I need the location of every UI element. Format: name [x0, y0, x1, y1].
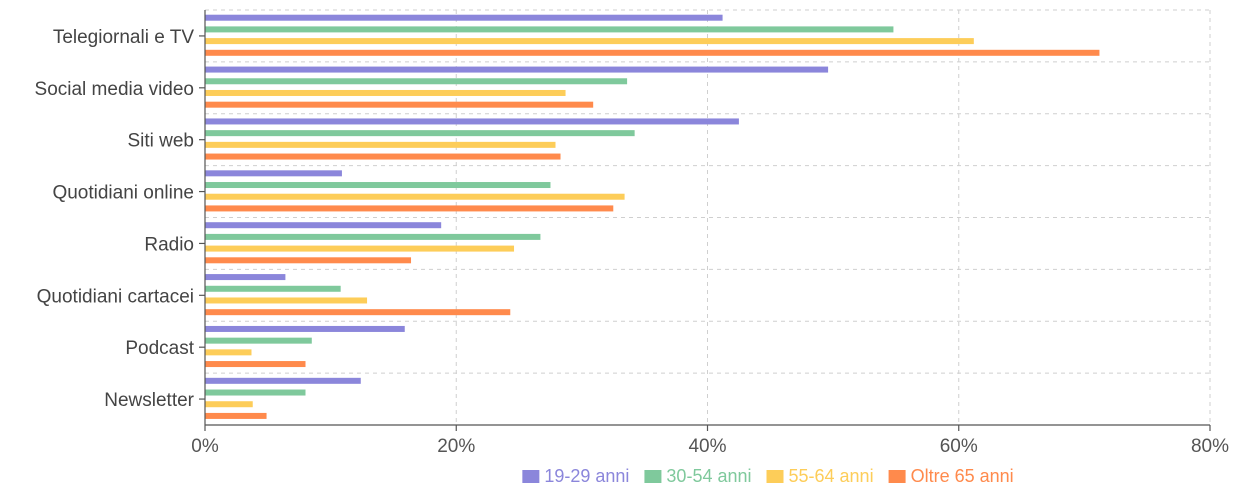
bar — [205, 337, 312, 344]
bar — [205, 141, 556, 148]
bar — [205, 377, 361, 384]
category-label: Quotidiani online — [52, 183, 194, 204]
legend-swatch — [644, 470, 662, 483]
legend-item[interactable]: 30-54 anni — [644, 466, 752, 486]
bar — [205, 349, 252, 356]
bar — [205, 26, 894, 33]
bar — [205, 193, 625, 200]
legend-label: Oltre 65 anni — [911, 466, 1014, 486]
bars — [205, 14, 1100, 419]
x-tick-label: 20% — [437, 436, 475, 457]
bar — [205, 14, 723, 21]
bar — [205, 245, 515, 252]
bar — [205, 49, 1100, 56]
legend-item[interactable]: 55-64 anni — [766, 466, 874, 486]
bar — [205, 257, 412, 264]
bar — [205, 153, 561, 160]
category-label: Quotidiani cartacei — [37, 286, 194, 307]
legend-item[interactable]: 19-29 anni — [522, 466, 629, 486]
category-label: Telegiornali e TV — [53, 27, 195, 48]
x-tick-label: 40% — [688, 436, 726, 457]
bar — [205, 130, 635, 137]
axes: 0% 20% 40% 60% 80% Telegiornali e TV Social me… — [35, 10, 1229, 457]
bar — [205, 361, 306, 368]
legend[interactable]: 19-29 anni 30-54 anni 55-64 anni Oltre 65 a… — [522, 466, 1014, 486]
x-tick-label: 60% — [940, 436, 978, 457]
bar — [205, 297, 368, 304]
category-label: Podcast — [125, 338, 194, 359]
bar — [205, 233, 541, 240]
legend-swatch — [522, 470, 540, 483]
bar — [205, 182, 551, 189]
bar — [205, 170, 342, 177]
legend-swatch — [888, 470, 906, 483]
legend-item[interactable]: Oltre 65 anni — [888, 466, 1014, 486]
x-tick-label: 80% — [1191, 436, 1229, 457]
bar — [205, 101, 594, 108]
legend-swatch — [766, 470, 784, 483]
category-label: Newsletter — [104, 390, 194, 411]
bar — [205, 401, 253, 408]
bar — [205, 118, 739, 125]
bar — [205, 309, 511, 316]
bar — [205, 325, 405, 332]
grid — [205, 9, 1211, 426]
bar — [205, 285, 341, 292]
legend-label: 19-29 anni — [544, 466, 629, 486]
bar — [205, 389, 306, 396]
bar — [205, 38, 974, 45]
bar — [205, 205, 614, 212]
bar — [205, 66, 829, 73]
bar — [205, 89, 566, 96]
x-tick-label: 0% — [191, 436, 219, 457]
bar — [205, 78, 628, 85]
bar — [205, 274, 286, 281]
category-label: Radio — [144, 234, 194, 255]
category-label: Siti web — [127, 131, 194, 152]
legend-label: 55-64 anni — [789, 466, 874, 486]
legend-label: 30-54 anni — [666, 466, 751, 486]
category-label: Social media video — [35, 79, 194, 100]
bar — [205, 222, 442, 229]
bar — [205, 412, 267, 419]
